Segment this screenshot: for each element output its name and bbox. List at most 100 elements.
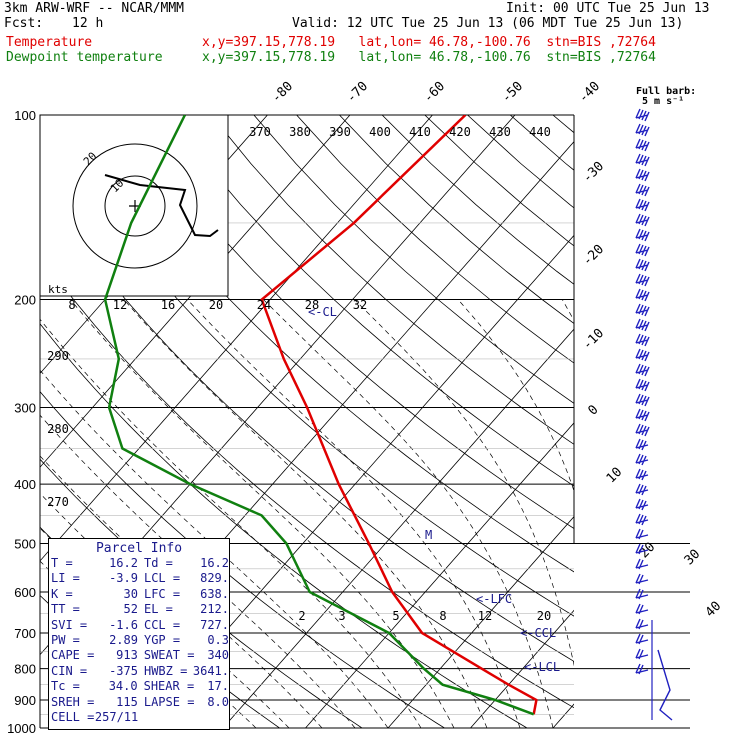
parcel-value: -375 [109,663,138,678]
pressure-label: 500 [14,536,36,551]
parcel-value: -3.9 [109,571,138,586]
hodo-speed-label: 20 [209,298,223,312]
temperature-profile [260,115,538,715]
wind-barb [635,333,650,347]
hodo-speed-label: 28 [305,298,319,312]
wind-barb [635,288,650,302]
thetae-label: 270 [47,495,69,509]
wind-barb [635,483,649,496]
hodo-speed-label: 16 [161,298,175,312]
temperature-location: x,y=397.15,778.19 lat,lon= 46.78,-100.76… [202,35,656,50]
parcel-info-title: Parcel Info [95,541,183,556]
theta-label: 440 [529,125,551,139]
model-title: 3km ARW-WRF -- NCAR/MMM [4,1,185,16]
annotation-label: M [425,528,432,542]
hodograph-trace [104,174,219,238]
parcel-value: 257/11 [94,710,139,725]
parcel-row: CAPE = 913 SWEAT = 340 [49,648,229,663]
dewpoint-legend: Dewpoint temperature [6,50,163,65]
parcel-value: 16.2 [200,556,229,570]
parcel-key: CAPE = [51,648,95,663]
mixing-ratio-label: 12 [478,609,492,623]
parcel-key: SVI = [51,617,88,632]
parcel-value: 913 [116,648,138,663]
pressure-label: 600 [14,585,36,600]
parcel-key: CELL = [51,710,95,725]
wind-barb [635,618,649,630]
parcel-value: 340 [207,648,229,663]
isotherm-label: 30 [682,547,704,569]
mixing-ratio-label: 5 [392,609,399,623]
parcel-key: Td = [143,556,173,570]
mixing-ratio-label: 2 [298,609,305,623]
wind-barb [635,258,650,272]
isotherm-label: -50 [499,79,526,106]
wind-barb [635,138,650,152]
parcel-row: SREH = 115 LAPSE = 8.0 [49,695,229,710]
theta-label: 430 [489,125,511,139]
thetae-label: 290 [47,349,69,363]
annotation-label: <-CCL [520,626,556,640]
dry-adiabat [210,115,574,445]
wind-barb [635,303,650,317]
parcel-key: SHEAR = [143,679,195,694]
isotherm-label: 40 [703,599,725,621]
wind-barb [635,153,650,167]
theta-label: 390 [329,125,351,139]
parcel-value: 212. [200,602,229,617]
wind-barb [635,318,650,332]
parcel-row: Tc = 34.0 SHEAR = 17. [49,679,229,694]
isotherm-label: -60 [421,79,448,106]
wind-barb [635,378,650,392]
dry-adiabat [596,115,740,728]
wind-barb-cluster [657,649,673,721]
dry-adiabat [381,115,574,285]
pressure-label: 800 [14,662,36,677]
parcel-key: CCL = [143,617,181,632]
parcel-value [192,710,229,725]
parcel-row: CELL = 257/11 [49,710,229,725]
wind-barb [635,423,650,437]
isotherm-line [305,422,574,728]
hodograph-ring [72,143,198,269]
parcel-row: TT = 52 EL = 212. [49,602,229,617]
parcel-value: 727. [200,617,229,632]
wind-barb [635,498,649,511]
isotherm-line [636,115,740,728]
dry-adiabat [638,115,740,728]
wind-barb [635,348,650,362]
parcel-row: T = 16.2 Td = 16.2 [49,556,229,571]
wind-barb [635,273,650,287]
dry-adiabat [467,115,574,209]
parcel-key: CIN = [51,663,88,678]
hodo-speed-label: 12 [113,298,127,312]
pressure-label: 700 [14,626,36,641]
valid-time: Valid: 12 UTC Tue 25 Jun 13 (06 MDT Tue … [292,16,684,31]
parcel-key: K = [51,586,73,601]
theta-label: 400 [369,125,391,139]
wind-barb [635,408,650,422]
barb-unit-label: 5 m s⁻¹ [642,96,684,107]
parcel-key: HWBZ = [143,663,188,678]
parcel-row: CIN = -375 HWBZ = 3641. [49,664,229,679]
parcel-key: T = [51,556,73,570]
dry-adiabat [424,115,574,247]
parcel-value: 829. [200,571,229,586]
dry-adiabat [168,115,574,487]
wind-barb [635,528,649,540]
annotation-label: <-CL [308,305,337,319]
parcel-key: YGP = [143,633,181,648]
temperature-legend: Temperature [6,35,93,50]
moist-adiabat [263,299,554,728]
parcel-value: 115 [116,694,138,709]
parcel-key: LAPSE = [143,694,195,709]
parcel-row: LI = -3.9 LCL = 829. [49,571,229,586]
annotation-label: <-LFC [476,592,512,606]
pressure-label: 200 [14,293,36,308]
isotherm-label: -30 [580,159,607,186]
parcel-row: K = 30 LFC = 638. [49,587,229,602]
wind-barb [635,558,649,570]
parcel-key: EL = [143,602,173,617]
wind-barb [635,513,649,526]
